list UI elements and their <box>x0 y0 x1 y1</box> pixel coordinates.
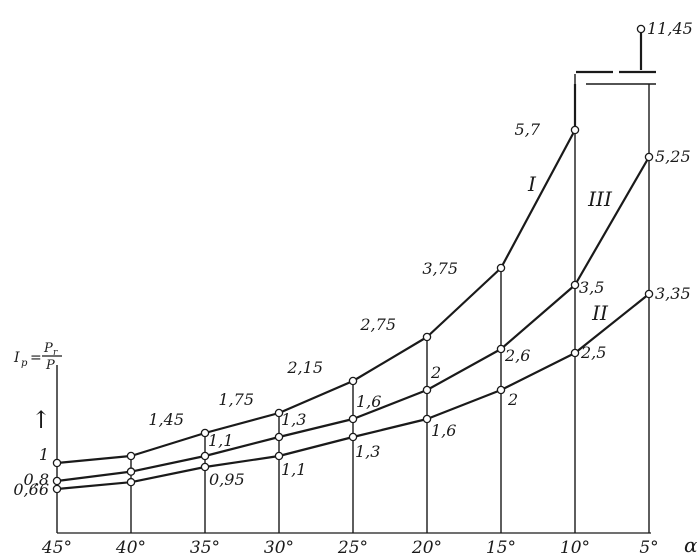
data-label-I-10: 5,7 <box>515 120 541 139</box>
data-point-III-30 <box>274 432 284 442</box>
x-tick-label-5: 5° <box>639 538 658 556</box>
data-label-III-5: 5,25 <box>655 147 691 166</box>
data-points <box>52 24 654 494</box>
data-point-I-40 <box>126 451 136 461</box>
data-point-I-20 <box>422 332 432 342</box>
data-point-I-15 <box>496 263 506 273</box>
y-axis-label-numerator-subscript: r <box>53 348 58 358</box>
data-point-II-20 <box>422 414 432 424</box>
y-axis-label-symbol: I <box>13 350 20 366</box>
data-point-III-25 <box>348 414 358 424</box>
data-point-II-5 <box>644 289 654 299</box>
data-point-I-35 <box>200 428 210 438</box>
data-point-III-40 <box>126 467 136 476</box>
data-label-II-25: 1,3 <box>355 442 380 461</box>
series-name-I: I <box>527 172 537 196</box>
data-label-II-20: 1,6 <box>431 421 456 440</box>
data-point-III-45 <box>52 476 62 486</box>
data-label-III-45: 0,8 <box>24 470 49 489</box>
data-label-I-5: 11,45 <box>647 19 693 38</box>
data-label-II-15: 2 <box>507 390 518 409</box>
data-label-II-5: 3,35 <box>655 284 691 303</box>
data-label-I-20: 2,75 <box>359 315 396 334</box>
data-point-I-5 <box>636 24 646 34</box>
data-point-III-20 <box>422 385 432 395</box>
x-tick-label-20: 20° <box>411 538 442 556</box>
data-label-I-45: 1 <box>39 445 49 464</box>
grid-lines <box>56 29 656 533</box>
data-point-II-40 <box>126 477 136 487</box>
data-point-III-5 <box>644 152 654 162</box>
data-label-III-35: 1,1 <box>208 431 233 450</box>
data-point-I-10 <box>570 125 580 135</box>
series-line-I <box>56 29 643 465</box>
data-label-I-30: 1,75 <box>218 390 254 409</box>
data-point-III-15 <box>496 344 506 354</box>
data-point-II-35 <box>200 462 210 472</box>
data-label-III-20: 2 <box>430 363 441 382</box>
data-label-I-25: 2,15 <box>286 358 323 377</box>
x-tick-label-25: 25° <box>337 538 368 556</box>
y-axis-label-equals: = <box>30 350 42 366</box>
y-axis-label-numerator: P <box>43 341 53 356</box>
data-label-II-10: 2,5 <box>580 343 606 362</box>
data-label-III-15: 2,6 <box>504 346 530 365</box>
data-point-III-35 <box>200 451 210 461</box>
data-point-II-25 <box>348 432 358 442</box>
x-tick-label-35: 35° <box>190 538 220 556</box>
data-label-III-25: 1,6 <box>356 392 381 411</box>
x-tick-label-15: 15° <box>486 538 516 556</box>
y-axis-label-denominator: P <box>45 358 55 373</box>
data-point-I-25 <box>348 376 358 386</box>
data-label-III-30: 1,3 <box>281 410 306 429</box>
data-point-II-15 <box>496 385 506 395</box>
x-tick-label-45: 45° <box>41 538 72 556</box>
data-point-III-10 <box>570 280 580 290</box>
data-point-II-10 <box>570 348 580 358</box>
y-axis-label: I p = P r P ↑ <box>13 341 62 434</box>
x-tick-label-40: 40° <box>115 538 146 556</box>
data-point-II-30 <box>274 451 284 461</box>
data-label-II-35: 0,95 <box>209 470 245 489</box>
series-name-II: II <box>591 301 609 325</box>
data-label-II-45: 0,66 <box>13 480 49 499</box>
series-name-III: III <box>587 187 613 211</box>
data-point-I-30 <box>274 408 284 418</box>
data-label-II-30: 1,1 <box>281 460 306 479</box>
data-label-I-35: 1,45 <box>148 410 184 429</box>
data-label-III-10: 3,5 <box>579 278 604 297</box>
data-labels: 11,451,752,152,753,755,711,450,81,11,31,… <box>13 19 692 499</box>
data-label-I-15: 3,75 <box>422 259 458 278</box>
x-axis-label: α <box>684 533 697 556</box>
y-axis-label-subscript: p <box>21 358 28 369</box>
x-tick-label-10: 10° <box>560 538 590 556</box>
data-point-I-45 <box>52 458 62 468</box>
data-point-II-45 <box>52 484 62 494</box>
x-tick-label-30: 30° <box>264 538 294 556</box>
up-arrow-icon: ↑ <box>31 406 51 434</box>
x-axis: 45° 40° 35° 30° 25° 20° 15° 10° 5° <box>41 532 659 556</box>
